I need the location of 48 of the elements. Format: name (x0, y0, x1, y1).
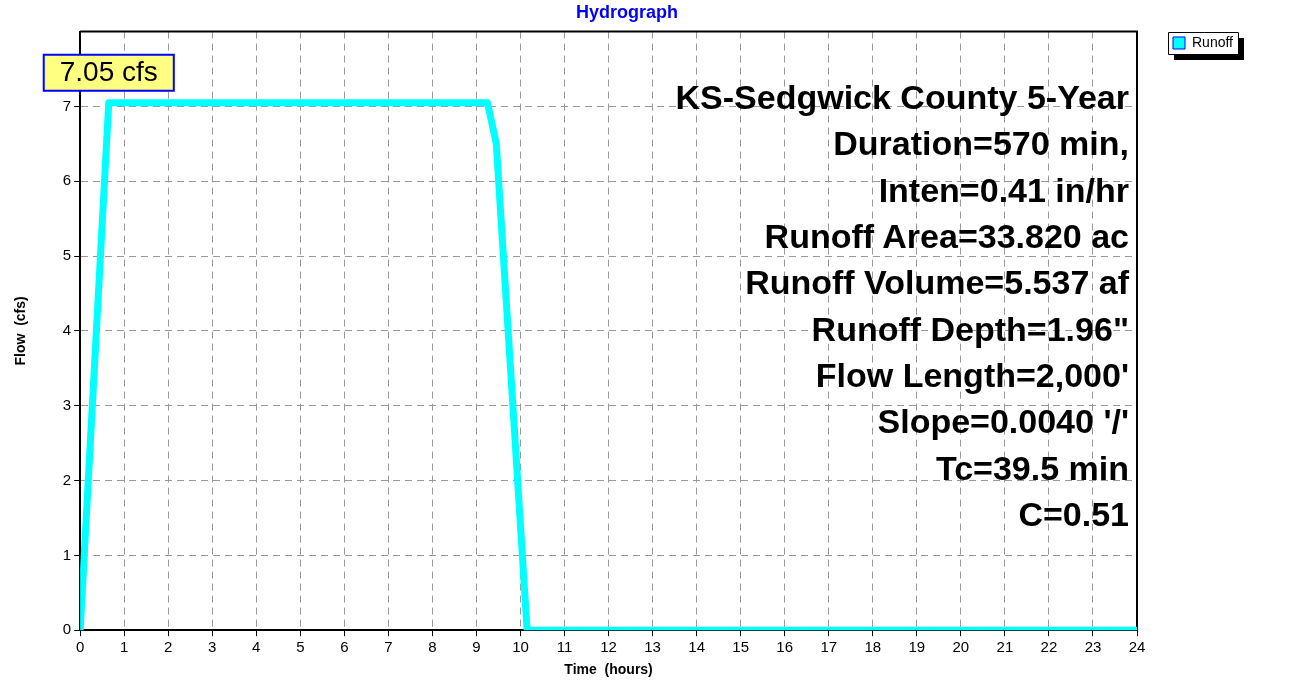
y-tick-label: 3 (62, 395, 72, 413)
x-tick-label: 1 (120, 638, 129, 656)
x-tick-label: 15 (732, 638, 750, 656)
x-tick-label: 18 (864, 638, 882, 656)
y-tick-label: 1 (62, 545, 72, 563)
y-tick-label: 4 (62, 321, 72, 339)
chart-title: Hydrograph (575, 1, 679, 22)
annotation: KS-Sedgwick County 5-Year (675, 77, 1129, 116)
y-tick-label: 6 (62, 171, 72, 189)
x-tick-label: 2 (164, 638, 173, 656)
annotation: 7.05 cfs (59, 56, 158, 88)
annotation: Flow Length=2,000' (815, 355, 1129, 394)
x-tick-label: 3 (208, 638, 217, 656)
x-tick-label: 8 (428, 638, 437, 656)
x-tick-label: 12 (600, 638, 617, 656)
legend-label: Runoff (1192, 33, 1234, 50)
annotation: Inten=0.41 in/hr (878, 170, 1129, 209)
x-tick-label: 4 (252, 638, 261, 656)
annotation: Duration=570 min, (833, 124, 1129, 163)
x-tick-label: 14 (688, 638, 705, 656)
x-tick-label: 20 (952, 638, 970, 656)
annotation: Runoff Area=33.820 ac (764, 216, 1129, 255)
x-tick-label: 0 (75, 638, 85, 656)
x-tick-label: 24 (1128, 638, 1146, 656)
y-tick-label: 0 (62, 620, 72, 638)
annotation: Runoff Depth=1.96" (811, 309, 1129, 348)
annotation: Runoff Volume=5.537 af (745, 263, 1130, 302)
x-tick-label: 7 (384, 638, 393, 656)
x-tick-label: 19 (908, 638, 926, 656)
x-tick-label: 9 (472, 638, 481, 656)
x-tick-label: 5 (296, 638, 305, 656)
x-tick-label: 13 (644, 638, 661, 656)
x-tick-label: 16 (776, 638, 794, 656)
annotation: C=0.51 (1018, 494, 1129, 533)
x-tick-label: 22 (1040, 638, 1058, 656)
x-tick-label: 6 (340, 638, 349, 656)
x-tick-label: 10 (512, 638, 529, 656)
y-axis-title: Flow (cfs) (12, 296, 29, 366)
x-tick-label: 21 (996, 638, 1014, 656)
annotation: Slope=0.0040 '/' (877, 402, 1129, 441)
y-tick-label: 7 (62, 96, 72, 114)
x-axis-title: Time (hours) (564, 661, 653, 678)
x-tick-label: 23 (1084, 638, 1102, 656)
y-tick-label: 5 (62, 246, 72, 264)
annotation: Tc=39.5 min (935, 448, 1129, 487)
y-tick-label: 2 (62, 470, 72, 488)
x-tick-label: 17 (820, 638, 838, 656)
x-tick-label: 11 (556, 638, 573, 656)
